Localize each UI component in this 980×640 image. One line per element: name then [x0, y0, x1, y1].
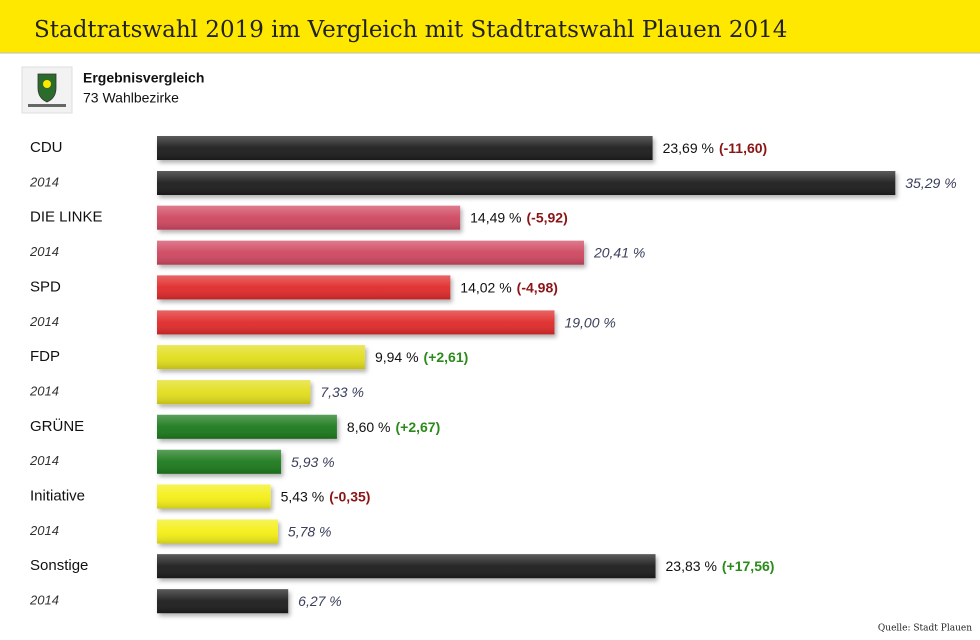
category-label: GRÜNE — [30, 417, 84, 435]
value-text: 5,93 % — [291, 454, 335, 470]
change-label: (+17,56) — [722, 558, 775, 574]
series-label: 2014 — [29, 523, 59, 538]
bar-shine — [157, 171, 896, 195]
bar-shine — [157, 554, 656, 579]
value-text: 6,27 % — [298, 593, 342, 609]
category-label: CDU — [30, 139, 63, 156]
value-text: 5,43 % — [281, 488, 325, 504]
value-text: 5,78 % — [288, 523, 332, 539]
series-label: 2014 — [29, 314, 59, 329]
value-label: 14,49 % (-5,92) — [470, 209, 568, 225]
value-label: 19,00 % — [564, 314, 615, 330]
change-label: (+2,67) — [396, 419, 441, 435]
category-label: FDP — [30, 348, 60, 365]
bar-shine — [157, 414, 337, 439]
chart-title: Stadtratswahl 2019 im Vergleich mit Stad… — [34, 17, 787, 43]
change-label: (-0,35) — [329, 488, 370, 504]
series-label: 2014 — [29, 244, 59, 259]
subtitle: Ergebnisvergleich — [83, 70, 204, 86]
change-label: (+2,61) — [424, 349, 469, 365]
category-label: DIE LINKE — [30, 209, 103, 226]
bar-shine — [157, 519, 278, 544]
value-text: 14,49 % — [470, 209, 521, 225]
value-label: 23,83 % (+17,56) — [666, 558, 775, 574]
value-text: 35,29 % — [905, 175, 956, 191]
bar-shine — [157, 275, 451, 300]
category-label: SPD — [30, 278, 61, 295]
series-label: 2014 — [29, 174, 59, 189]
value-label: 7,33 % — [320, 384, 364, 400]
value-label: 20,41 % — [593, 244, 645, 260]
series-label: 2014 — [29, 384, 59, 399]
bar-shine — [157, 240, 584, 265]
value-label: 5,78 % — [288, 523, 332, 539]
series-label: 2014 — [29, 593, 59, 608]
category-label: Initiative — [30, 487, 85, 504]
bar-shine — [157, 589, 289, 614]
change-label: (-5,92) — [527, 209, 568, 225]
change-label: (-4,98) — [517, 279, 558, 295]
bar-shine — [157, 345, 365, 370]
bar-shine — [157, 310, 555, 335]
value-label: 14,02 % (-4,98) — [460, 279, 558, 295]
value-text: 14,02 % — [460, 279, 511, 295]
change-label: (-11,60) — [719, 140, 767, 156]
value-text: 20,41 % — [593, 244, 645, 260]
value-text: 19,00 % — [564, 314, 615, 330]
value-text: 23,83 % — [666, 558, 717, 574]
bar-shine — [157, 380, 311, 405]
bar-shine — [157, 484, 271, 509]
value-text: 7,33 % — [320, 384, 364, 400]
value-text: 23,69 % — [663, 140, 714, 156]
value-label: 9,94 % (+2,61) — [375, 349, 468, 365]
value-label: 5,43 % (-0,35) — [281, 488, 371, 504]
bar-shine — [157, 136, 653, 160]
source: Quelle: Stadt Plauen — [878, 624, 972, 634]
value-label: 5,93 % — [291, 454, 335, 470]
value-text: 9,94 % — [375, 349, 419, 365]
logo — [21, 66, 73, 114]
bar-shine — [157, 449, 282, 474]
header-band — [0, 0, 980, 53]
value-text: 8,60 % — [347, 419, 391, 435]
series-label: 2014 — [29, 453, 59, 468]
category-label: Sonstige — [30, 557, 88, 574]
bar-shine — [157, 205, 461, 230]
value-label: 8,60 % (+2,67) — [347, 419, 440, 435]
note: 73 Wahlbezirke — [83, 90, 179, 106]
value-label: 6,27 % — [298, 593, 342, 609]
value-label: 23,69 % (-11,60) — [663, 140, 768, 156]
value-label: 35,29 % — [905, 175, 956, 191]
